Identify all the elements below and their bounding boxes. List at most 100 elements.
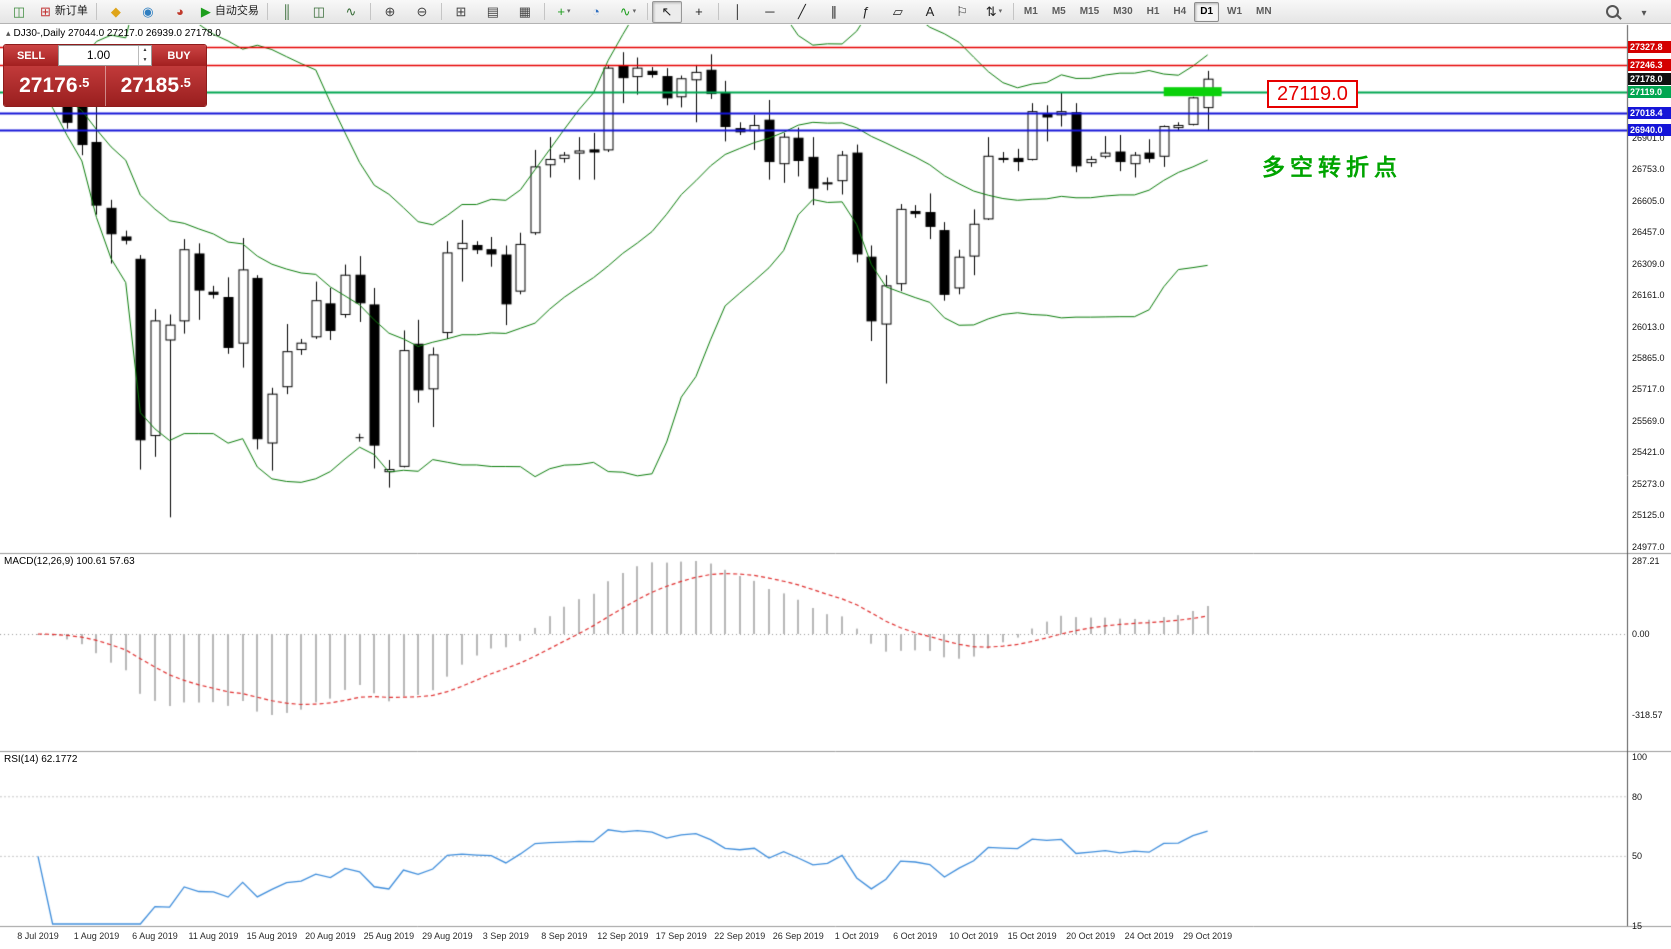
timeframe-h1-button[interactable]: H1 [1146, 6, 1160, 17]
cascade-windows-icon-icon: ▤ [486, 4, 500, 19]
shapes-tool[interactable]: ▱ [883, 1, 913, 23]
new-order-icon: ⊞ [40, 4, 51, 19]
symbol-ohlc-text: DJ30-,Daily 27044.0 27217.0 26939.0 2717… [13, 28, 221, 39]
market-watch-icon-icon: ◉ [142, 4, 154, 19]
text-icon: A [925, 4, 935, 19]
buy-price-frac: .5 [180, 74, 191, 90]
label-tool[interactable]: ⚐ [947, 1, 977, 23]
volume-value[interactable]: 1.00 [86, 48, 111, 62]
arrange-windows-icon-icon: ▦ [518, 4, 532, 19]
new-chart-icon: + [557, 4, 565, 19]
volume-spinner[interactable] [138, 46, 151, 65]
timeframe-w1-button[interactable]: W1 [1227, 6, 1243, 17]
buy-price[interactable]: 27185 .5 [104, 66, 207, 106]
zoom-out-icon[interactable]: ⊖ [407, 1, 437, 23]
chart-window-icon[interactable]: ◫ [4, 1, 34, 23]
buy-button[interactable]: BUY [152, 45, 206, 66]
timeframe-h4-button[interactable]: H4 [1173, 6, 1187, 17]
search-icon [1605, 5, 1619, 18]
autotrading-icon: ▶ [200, 4, 211, 19]
fibonacci-tool[interactable]: ƒ [851, 1, 881, 23]
market-watch-icon[interactable]: ◉ [133, 1, 163, 23]
horizontal-line-tool[interactable]: ─ [755, 1, 785, 23]
toolbar-separator [95, 3, 97, 20]
sell-price-main: 27176 [19, 74, 78, 97]
bars-chart-icon[interactable]: ║ [272, 1, 302, 23]
spinner-down-icon[interactable] [139, 56, 151, 66]
toolbar-separator [543, 3, 545, 20]
toolbar-separator [440, 3, 442, 20]
arrows-icon: ⇅ [985, 4, 997, 19]
search-button[interactable] [1597, 1, 1627, 23]
timeframe-mn-button[interactable]: MN [1256, 6, 1272, 17]
timeframe-m1-button[interactable]: M1 [1023, 6, 1038, 17]
chevron-down-icon [1641, 5, 1646, 19]
timeframe-d1-button[interactable]: D1 [1194, 1, 1220, 22]
line-chart-icon[interactable]: ∿ [336, 1, 366, 23]
toolbar-separator [369, 3, 371, 20]
chevron-down-icon: ▾ [632, 8, 637, 15]
indicators-icon: ∿ [619, 4, 631, 19]
vertical-line-icon: │ [733, 4, 742, 19]
symbol-icon [6, 28, 14, 39]
trade-widget-top-row: SELL 1.00 BUY [4, 45, 206, 66]
toolbar-right-groups [1596, 1, 1660, 23]
sell-button[interactable]: SELL [4, 45, 58, 66]
candlestick-chart-icon[interactable]: ◫ [304, 1, 334, 23]
cascade-windows-icon[interactable]: ▤ [478, 1, 508, 23]
chart-window-icon-icon: ◫ [12, 4, 26, 19]
toolbar: ◫ ⊞ 新订单 ◆ ◉ ◕ ▶ 自动交易 ║ ◫ ∿ ⊕ ⊖ ⊞ ▤ ▦ + ▾ ◔ ∿ ▾ ↖ + │ ─ ╱ ∥ ƒ ▱ A ⚐ ⇅ ▾ M1… [0, 0, 1671, 24]
horizontal-line-icon: ─ [765, 4, 775, 19]
community-icon[interactable]: ◕ [165, 1, 195, 23]
channel-tool[interactable]: ∥ [819, 1, 849, 23]
buy-price-main: 27185 [120, 74, 180, 97]
shapes-icon: ▱ [892, 4, 903, 19]
favorites-icon-icon: ◆ [110, 4, 121, 19]
trade-widget-price-row: 27176 .5 27185 .5 [4, 66, 206, 106]
crosshair-icon: + [695, 4, 703, 19]
arrange-windows-icon[interactable]: ▦ [510, 1, 540, 23]
toolbar-separator [646, 3, 648, 20]
fibonacci-icon: ƒ [862, 4, 870, 19]
toolbar-separator [266, 3, 268, 20]
trendline-icon: ╱ [797, 4, 806, 19]
macd-label: MACD(12,26,9) 100.61 57.63 [4, 556, 135, 567]
vertical-line-tool[interactable]: │ [723, 1, 753, 23]
zoom-in-icon[interactable]: ⊕ [375, 1, 405, 23]
spinner-up-icon[interactable] [139, 46, 151, 56]
trendline-tool[interactable]: ╱ [787, 1, 817, 23]
tile-windows-icon[interactable]: ⊞ [446, 1, 476, 23]
line-chart-icon-icon: ∿ [345, 4, 357, 19]
timeframe-m30-button[interactable]: M30 [1113, 6, 1133, 17]
arrows-tool[interactable]: ⇅ ▾ [979, 1, 1009, 23]
new-chart-button[interactable]: + ▾ [549, 1, 579, 23]
zoom-in-icon-icon: ⊕ [384, 4, 396, 19]
candlestick-chart-icon-icon: ◫ [312, 4, 326, 19]
text-tool[interactable]: A [915, 1, 945, 23]
chevron-down-icon: ▾ [566, 8, 571, 15]
cursor-tool[interactable]: ↖ [651, 0, 682, 23]
toolbar-left-groups: ◫ ⊞ 新订单 ◆ ◉ ◕ ▶ 自动交易 ║ ◫ ∿ ⊕ ⊖ ⊞ ▤ ▦ + ▾ ◔ ∿ ▾ ↖ + │ ─ ╱ ∥ ƒ ▱ A ⚐ ⇅ ▾ M1… [3, 0, 1279, 23]
toolbar-separator [717, 3, 719, 20]
autotrading-button[interactable]: ▶ 自动交易 [197, 1, 263, 23]
crosshair-tool[interactable]: + [684, 1, 714, 23]
sell-price[interactable]: 27176 .5 [4, 66, 105, 106]
autotrading-button-label: 自动交易 [214, 5, 259, 17]
favorites-icon[interactable]: ◆ [101, 1, 131, 23]
symbol-ohlc-line: DJ30-,Daily 27044.0 27217.0 26939.0 2717… [6, 28, 221, 39]
new-order-button[interactable]: ⊞ 新订单 [36, 1, 92, 23]
period-clock-icon-icon: ◔ [591, 4, 600, 19]
timeframe-m5-button[interactable]: M5 [1051, 6, 1066, 17]
tile-windows-icon-icon: ⊞ [455, 4, 467, 19]
indicators-button[interactable]: ∿ ▾ [613, 1, 643, 23]
bars-chart-icon-icon: ║ [282, 4, 292, 19]
period-clock-icon[interactable]: ◔ [581, 1, 611, 23]
quick-nav-button[interactable] [1629, 1, 1659, 23]
cursor-icon: ↖ [661, 4, 673, 19]
volume-field[interactable]: 1.00 [58, 45, 152, 66]
timeframe-m15-button[interactable]: M15 [1079, 6, 1100, 17]
community-icon-icon: ◕ [175, 4, 184, 19]
new-order-button-label: 新订单 [54, 5, 88, 17]
toolbar-separator [1012, 3, 1014, 20]
